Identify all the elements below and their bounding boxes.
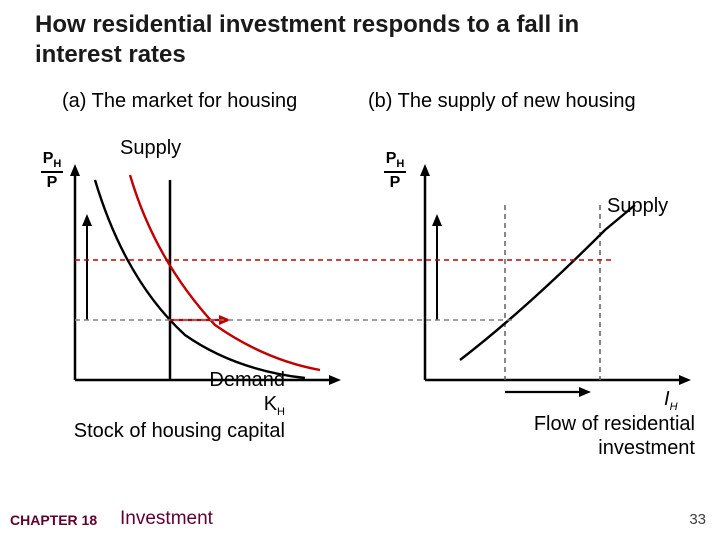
footer-chapter: CHAPTER 18 [10, 512, 97, 528]
page-number: 33 [689, 511, 706, 528]
panel-a-supply-label: Supply [120, 137, 181, 160]
panel-b-xaxis-label: Flow of residential investment [485, 412, 695, 460]
footer-topic: Investment [120, 508, 213, 530]
panel-a-subtitle: (a) The market for housing [62, 90, 297, 113]
slide-title: How residential investment responds to a… [35, 10, 635, 70]
panel-b-subtitle: (b) The supply of new housing [368, 90, 636, 113]
panel-b-xvar-label: IH [664, 388, 678, 413]
panel-a-xaxis-block: Demand KH Stock of housing capital [65, 368, 285, 443]
price-dash-lines [55, 160, 705, 390]
